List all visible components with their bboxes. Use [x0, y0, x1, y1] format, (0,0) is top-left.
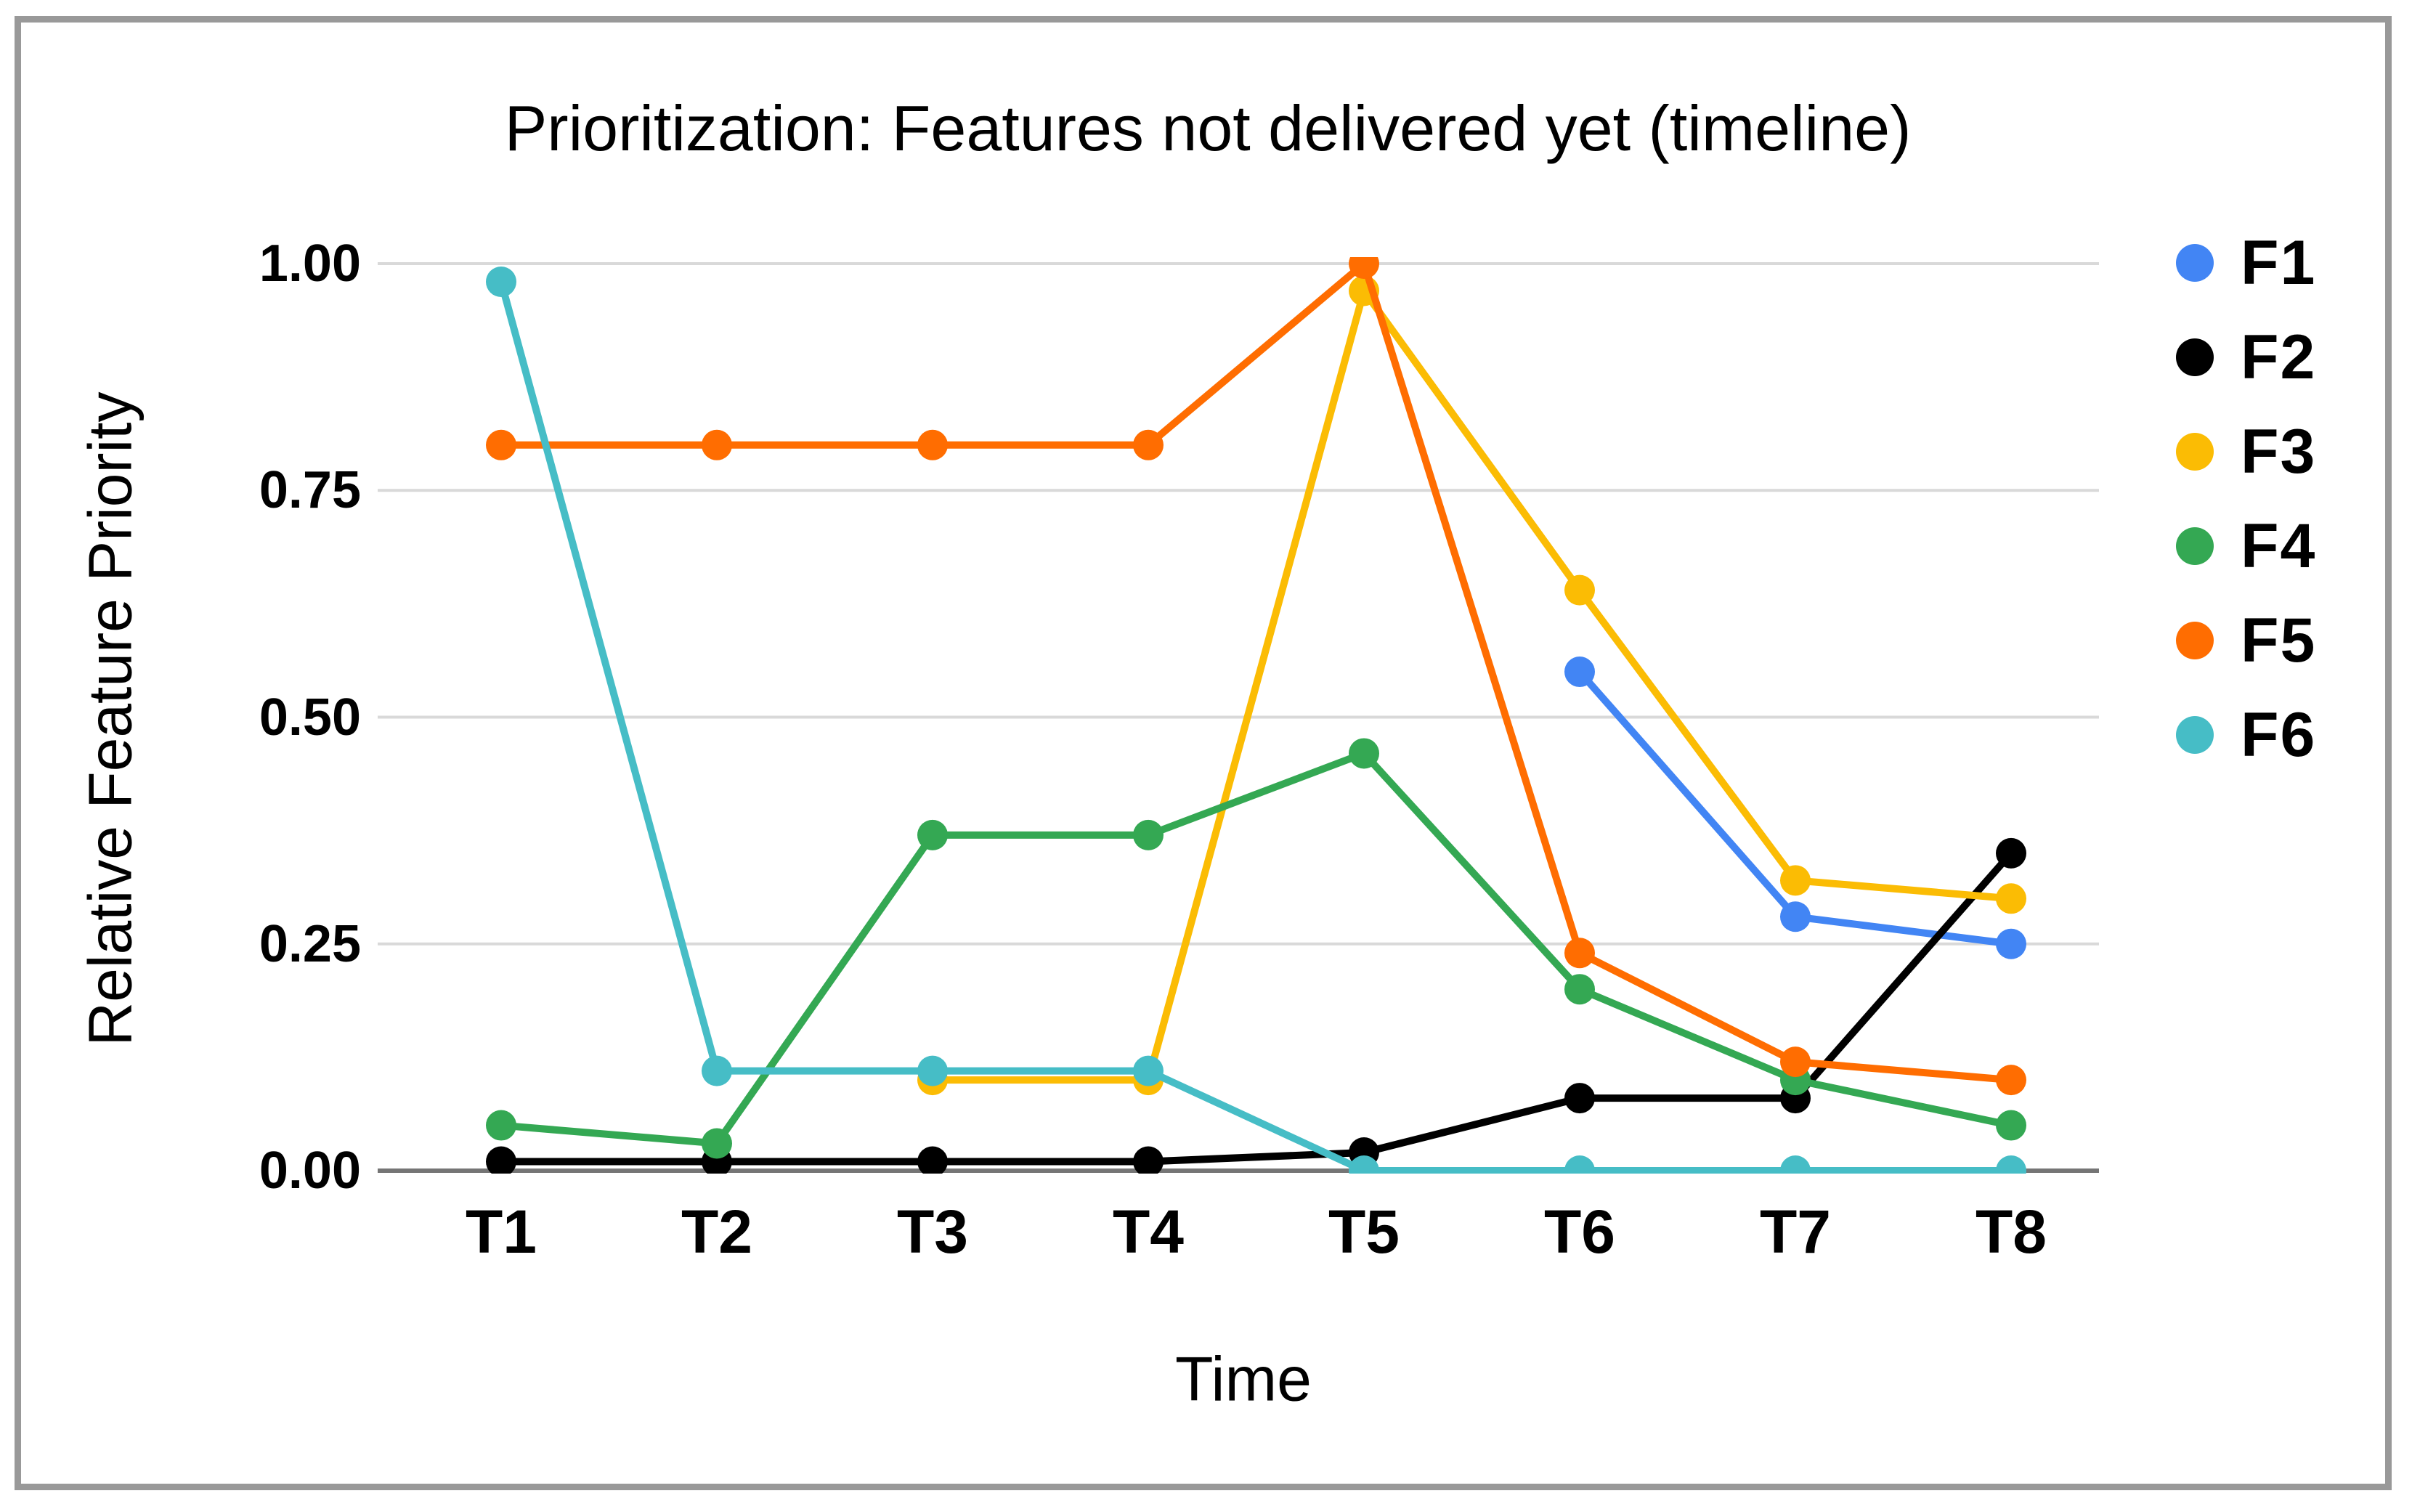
- data-point-F6-T8: [1996, 1155, 2026, 1174]
- data-point-F6-T2: [702, 1055, 732, 1086]
- data-point-F2-T8: [1996, 837, 2026, 869]
- data-point-F5-T8: [1996, 1065, 2026, 1096]
- legend-dot-F3: [2176, 433, 2214, 471]
- data-point-F1-T7: [1780, 901, 1811, 932]
- legend-label-F2: F2: [2241, 322, 2317, 392]
- data-point-F4-T8: [1996, 1110, 2026, 1141]
- y-tick-label-0.00: 0.00: [259, 1142, 361, 1200]
- outer-frame-border: [15, 16, 2392, 1490]
- data-point-F5-T4: [1133, 429, 1164, 460]
- x-tick-label-T1: T1: [465, 1198, 537, 1266]
- legend-dot-F5: [2176, 622, 2214, 659]
- data-point-F5-T2: [702, 429, 732, 460]
- data-point-F4-T5: [1349, 738, 1379, 769]
- legend-dot-F1: [2176, 244, 2214, 282]
- data-point-F6-T7: [1780, 1155, 1811, 1174]
- legend-label-F5: F5: [2241, 606, 2317, 675]
- data-point-F2-T6: [1564, 1083, 1595, 1114]
- data-point-F5-T1: [486, 429, 516, 460]
- data-point-F3-T6: [1564, 574, 1595, 606]
- legend-dot-F6: [2176, 716, 2214, 754]
- x-tick-label-T6: T6: [1543, 1198, 1616, 1266]
- series-line-F2: [498, 849, 2015, 1166]
- data-point-F2-T3: [917, 1146, 948, 1174]
- legend-label-F3: F3: [2241, 417, 2317, 487]
- x-tick-label-T8: T8: [1975, 1198, 2047, 1266]
- series-line-F6: [498, 277, 2015, 1174]
- series-line-F3: [929, 287, 2015, 1084]
- data-point-F5-T5: [1349, 257, 1379, 279]
- series-line-F4: [498, 749, 2015, 1147]
- data-point-F4-T4: [1133, 819, 1164, 850]
- data-point-F6-T1: [486, 266, 516, 297]
- legend-label-F6: F6: [2241, 700, 2317, 770]
- data-point-F5-T7: [1780, 1046, 1811, 1078]
- y-tick-label-0.25: 0.25: [259, 914, 361, 973]
- data-point-F6-T4: [1133, 1055, 1164, 1086]
- data-point-F5-T6: [1564, 938, 1595, 969]
- data-point-F4-T3: [917, 819, 948, 850]
- y-tick-label-0.50: 0.50: [259, 688, 361, 747]
- data-point-F2-T1: [486, 1146, 516, 1174]
- data-point-F1-T6: [1564, 657, 1595, 688]
- data-point-F2-T4: [1133, 1146, 1164, 1174]
- x-tick-label-T3: T3: [896, 1198, 969, 1266]
- y-tick-label-0.75: 0.75: [259, 461, 361, 520]
- legend-dot-F2: [2176, 338, 2214, 376]
- data-point-F4-T1: [486, 1110, 516, 1141]
- y-tick-label-1.00: 1.00: [259, 235, 361, 293]
- x-tick-label-T7: T7: [1759, 1198, 1832, 1266]
- data-point-F5-T3: [917, 429, 948, 460]
- x-tick-label-T2: T2: [681, 1198, 753, 1266]
- data-point-F3-T7: [1780, 865, 1811, 896]
- series-line-F5: [498, 260, 2015, 1084]
- x-tick-label-T5: T5: [1328, 1198, 1400, 1266]
- legend-label-F4: F4: [2241, 511, 2317, 581]
- series-layer: [486, 257, 2026, 1174]
- x-tick-label-T4: T4: [1112, 1198, 1185, 1266]
- data-point-F6-T5: [1349, 1155, 1379, 1174]
- x-axis-title: Time: [1175, 1344, 1312, 1415]
- data-point-F3-T8: [1996, 883, 2026, 914]
- chart-title: Prioritization: Features not delivered y…: [504, 92, 1912, 164]
- data-point-F6-T6: [1564, 1155, 1595, 1174]
- data-point-F4-T2: [702, 1128, 732, 1159]
- data-point-F4-T6: [1564, 974, 1595, 1005]
- legend-dot-F4: [2176, 527, 2214, 565]
- data-point-F6-T3: [917, 1055, 948, 1086]
- legend-label-F1: F1: [2241, 228, 2317, 298]
- data-point-F1-T8: [1996, 928, 2026, 959]
